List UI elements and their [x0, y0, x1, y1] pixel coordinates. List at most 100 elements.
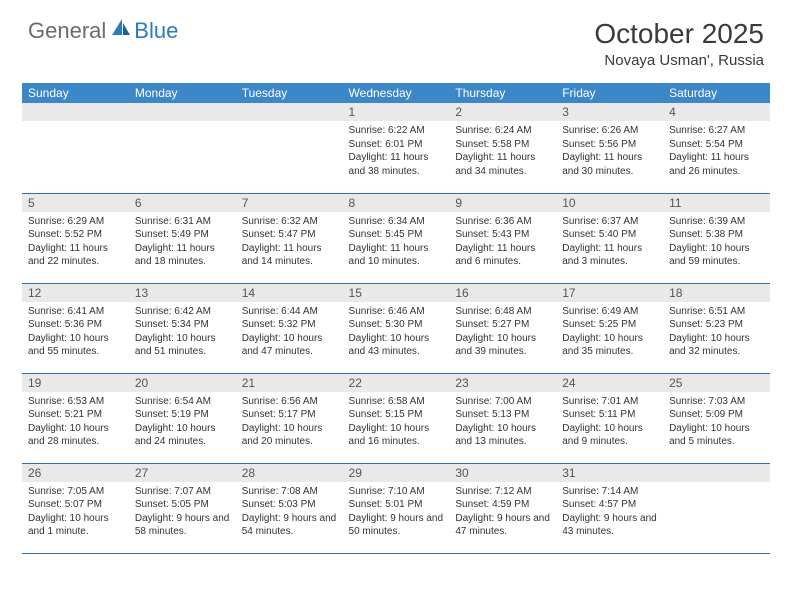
calendar-day-cell: 1Sunrise: 6:22 AMSunset: 6:01 PMDaylight… [343, 103, 450, 193]
calendar-day-cell: 5Sunrise: 6:29 AMSunset: 5:52 PMDaylight… [22, 193, 129, 283]
day-number: 19 [22, 374, 129, 392]
calendar-day-cell: 3Sunrise: 6:26 AMSunset: 5:56 PMDaylight… [556, 103, 663, 193]
day-number: 15 [343, 284, 450, 302]
calendar-week-row: 1Sunrise: 6:22 AMSunset: 6:01 PMDaylight… [22, 103, 770, 193]
calendar-day-cell: 20Sunrise: 6:54 AMSunset: 5:19 PMDayligh… [129, 373, 236, 463]
brand-sail-icon [110, 17, 132, 42]
calendar-day-cell: 9Sunrise: 6:36 AMSunset: 5:43 PMDaylight… [449, 193, 556, 283]
day-details: Sunrise: 6:58 AMSunset: 5:15 PMDaylight:… [343, 392, 450, 453]
weekday-header: Thursday [449, 83, 556, 103]
day-details: Sunrise: 7:12 AMSunset: 4:59 PMDaylight:… [449, 482, 556, 543]
calendar-day-cell: 14Sunrise: 6:44 AMSunset: 5:32 PMDayligh… [236, 283, 343, 373]
day-details: Sunrise: 7:10 AMSunset: 5:01 PMDaylight:… [343, 482, 450, 543]
calendar-day-cell: 2Sunrise: 6:24 AMSunset: 5:58 PMDaylight… [449, 103, 556, 193]
day-number: 20 [129, 374, 236, 392]
calendar-day-cell: 30Sunrise: 7:12 AMSunset: 4:59 PMDayligh… [449, 463, 556, 553]
day-number: 3 [556, 103, 663, 121]
day-number: 31 [556, 464, 663, 482]
day-number [663, 464, 770, 482]
weekday-header-row: SundayMondayTuesdayWednesdayThursdayFrid… [22, 83, 770, 103]
calendar-day-cell: 29Sunrise: 7:10 AMSunset: 5:01 PMDayligh… [343, 463, 450, 553]
calendar-week-row: 19Sunrise: 6:53 AMSunset: 5:21 PMDayligh… [22, 373, 770, 463]
day-number: 16 [449, 284, 556, 302]
calendar-day-cell: 15Sunrise: 6:46 AMSunset: 5:30 PMDayligh… [343, 283, 450, 373]
title-block: October 2025 Novaya Usman', Russia [594, 18, 764, 69]
calendar-day-cell: 17Sunrise: 6:49 AMSunset: 5:25 PMDayligh… [556, 283, 663, 373]
weekday-header: Tuesday [236, 83, 343, 103]
calendar-day-cell: 18Sunrise: 6:51 AMSunset: 5:23 PMDayligh… [663, 283, 770, 373]
day-details: Sunrise: 6:34 AMSunset: 5:45 PMDaylight:… [343, 212, 450, 273]
calendar-day-cell: 6Sunrise: 6:31 AMSunset: 5:49 PMDaylight… [129, 193, 236, 283]
calendar-day-cell: 7Sunrise: 6:32 AMSunset: 5:47 PMDaylight… [236, 193, 343, 283]
calendar-day-cell: 23Sunrise: 7:00 AMSunset: 5:13 PMDayligh… [449, 373, 556, 463]
day-number: 18 [663, 284, 770, 302]
month-title: October 2025 [594, 18, 764, 50]
day-details: Sunrise: 6:48 AMSunset: 5:27 PMDaylight:… [449, 302, 556, 363]
day-number: 13 [129, 284, 236, 302]
day-number: 2 [449, 103, 556, 121]
day-details: Sunrise: 6:24 AMSunset: 5:58 PMDaylight:… [449, 121, 556, 182]
day-details: Sunrise: 6:53 AMSunset: 5:21 PMDaylight:… [22, 392, 129, 453]
day-details: Sunrise: 7:01 AMSunset: 5:11 PMDaylight:… [556, 392, 663, 453]
day-number: 9 [449, 194, 556, 212]
day-details: Sunrise: 7:08 AMSunset: 5:03 PMDaylight:… [236, 482, 343, 543]
weekday-header: Monday [129, 83, 236, 103]
calendar-week-row: 5Sunrise: 6:29 AMSunset: 5:52 PMDaylight… [22, 193, 770, 283]
day-number: 27 [129, 464, 236, 482]
calendar-empty-cell [236, 103, 343, 193]
day-number [129, 103, 236, 121]
day-details: Sunrise: 6:49 AMSunset: 5:25 PMDaylight:… [556, 302, 663, 363]
day-details: Sunrise: 7:07 AMSunset: 5:05 PMDaylight:… [129, 482, 236, 543]
day-details: Sunrise: 6:37 AMSunset: 5:40 PMDaylight:… [556, 212, 663, 273]
day-number: 8 [343, 194, 450, 212]
day-details: Sunrise: 6:39 AMSunset: 5:38 PMDaylight:… [663, 212, 770, 273]
day-details: Sunrise: 7:00 AMSunset: 5:13 PMDaylight:… [449, 392, 556, 453]
calendar-day-cell: 26Sunrise: 7:05 AMSunset: 5:07 PMDayligh… [22, 463, 129, 553]
day-details: Sunrise: 6:51 AMSunset: 5:23 PMDaylight:… [663, 302, 770, 363]
calendar-day-cell: 22Sunrise: 6:58 AMSunset: 5:15 PMDayligh… [343, 373, 450, 463]
calendar-week-row: 26Sunrise: 7:05 AMSunset: 5:07 PMDayligh… [22, 463, 770, 553]
day-number: 11 [663, 194, 770, 212]
day-number: 25 [663, 374, 770, 392]
day-details: Sunrise: 6:26 AMSunset: 5:56 PMDaylight:… [556, 121, 663, 182]
weekday-header: Friday [556, 83, 663, 103]
day-details: Sunrise: 6:41 AMSunset: 5:36 PMDaylight:… [22, 302, 129, 363]
brand-part1: General [28, 18, 106, 44]
day-number: 12 [22, 284, 129, 302]
day-number [22, 103, 129, 121]
day-number: 10 [556, 194, 663, 212]
day-details: Sunrise: 6:56 AMSunset: 5:17 PMDaylight:… [236, 392, 343, 453]
day-number: 24 [556, 374, 663, 392]
day-number: 5 [22, 194, 129, 212]
day-number: 26 [22, 464, 129, 482]
calendar-day-cell: 4Sunrise: 6:27 AMSunset: 5:54 PMDaylight… [663, 103, 770, 193]
weekday-header: Saturday [663, 83, 770, 103]
day-number: 28 [236, 464, 343, 482]
day-details: Sunrise: 6:22 AMSunset: 6:01 PMDaylight:… [343, 121, 450, 182]
day-details: Sunrise: 7:03 AMSunset: 5:09 PMDaylight:… [663, 392, 770, 453]
day-number: 21 [236, 374, 343, 392]
day-number: 1 [343, 103, 450, 121]
day-details: Sunrise: 6:36 AMSunset: 5:43 PMDaylight:… [449, 212, 556, 273]
day-number: 14 [236, 284, 343, 302]
calendar-day-cell: 31Sunrise: 7:14 AMSunset: 4:57 PMDayligh… [556, 463, 663, 553]
calendar-day-cell: 19Sunrise: 6:53 AMSunset: 5:21 PMDayligh… [22, 373, 129, 463]
day-details: Sunrise: 6:42 AMSunset: 5:34 PMDaylight:… [129, 302, 236, 363]
calendar-day-cell: 16Sunrise: 6:48 AMSunset: 5:27 PMDayligh… [449, 283, 556, 373]
day-details: Sunrise: 7:05 AMSunset: 5:07 PMDaylight:… [22, 482, 129, 543]
day-details: Sunrise: 6:44 AMSunset: 5:32 PMDaylight:… [236, 302, 343, 363]
day-details: Sunrise: 6:29 AMSunset: 5:52 PMDaylight:… [22, 212, 129, 273]
brand-part2: Blue [134, 18, 178, 44]
calendar-day-cell: 8Sunrise: 6:34 AMSunset: 5:45 PMDaylight… [343, 193, 450, 283]
day-number: 7 [236, 194, 343, 212]
calendar-week-row: 12Sunrise: 6:41 AMSunset: 5:36 PMDayligh… [22, 283, 770, 373]
calendar-empty-cell [663, 463, 770, 553]
brand-logo: General Blue [28, 18, 178, 44]
day-number: 23 [449, 374, 556, 392]
day-number: 6 [129, 194, 236, 212]
calendar-empty-cell [129, 103, 236, 193]
header: General Blue October 2025 Novaya Usman',… [0, 0, 792, 77]
day-number: 29 [343, 464, 450, 482]
calendar-day-cell: 27Sunrise: 7:07 AMSunset: 5:05 PMDayligh… [129, 463, 236, 553]
weekday-header: Sunday [22, 83, 129, 103]
